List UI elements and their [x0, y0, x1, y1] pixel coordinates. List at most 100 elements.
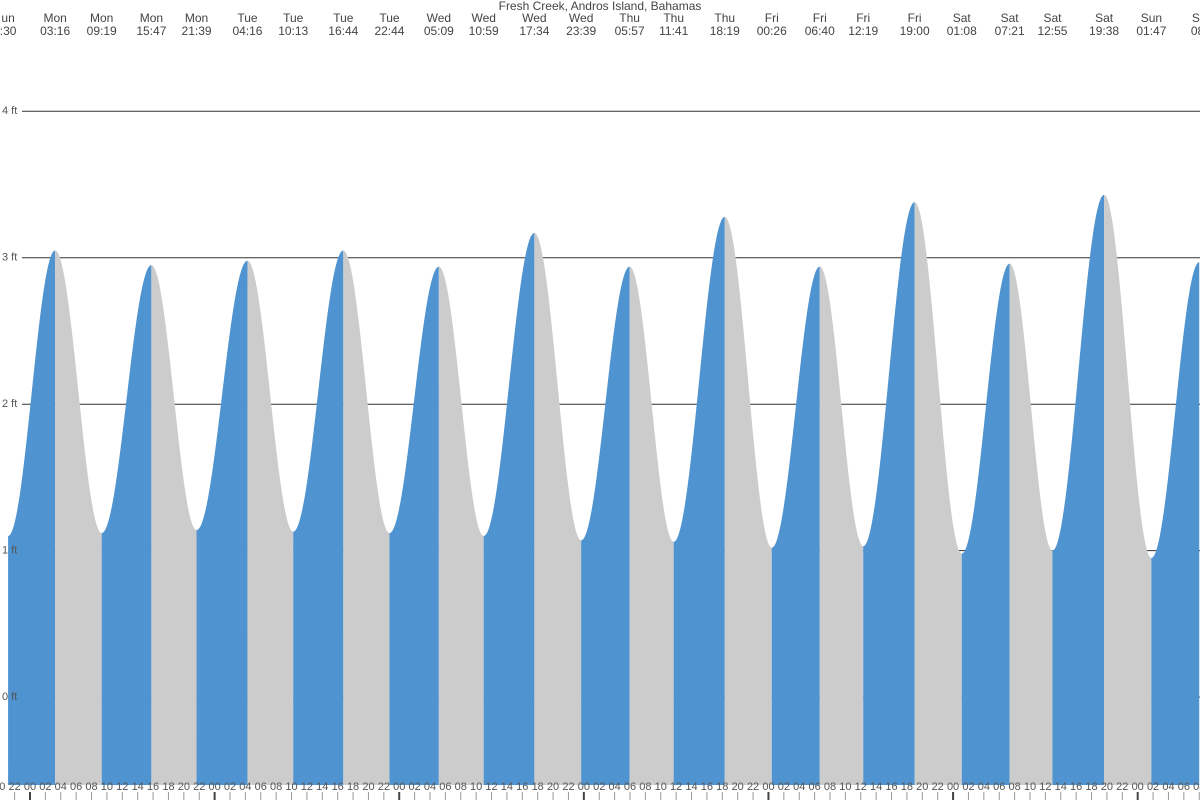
x-tick-label: 04	[608, 781, 620, 793]
x-tick-label: 10	[470, 781, 482, 793]
extreme-day: Tue	[333, 11, 354, 25]
extreme-time: 18:19	[710, 24, 740, 38]
x-tick-label: 22	[8, 781, 20, 793]
extreme-day: Sat	[1001, 11, 1020, 25]
x-tick-label: 02	[593, 781, 605, 793]
extreme-time: 01:08	[947, 24, 977, 38]
x-tick-label: 20	[732, 781, 744, 793]
extreme-time: 16:44	[328, 24, 358, 38]
x-tick-label: 20	[0, 781, 5, 793]
x-tick-label: 22	[932, 781, 944, 793]
extreme-day: Tue	[283, 11, 304, 25]
extreme-day: Fri	[908, 11, 922, 25]
x-tick-label: 12	[485, 781, 497, 793]
extreme-day: Mon	[90, 11, 113, 25]
x-tick-label: 14	[132, 781, 144, 793]
extreme-day: Wed	[427, 11, 451, 25]
tide-segment	[863, 202, 915, 786]
extreme-time: 07:21	[995, 24, 1025, 38]
x-tick-label: 06	[439, 781, 451, 793]
tide-segment	[8, 250, 56, 785]
tide-segment	[389, 266, 439, 785]
x-tick-label: 20	[916, 781, 928, 793]
x-tick-label: 18	[532, 781, 544, 793]
extreme-day: Tue	[379, 11, 400, 25]
x-tick-label: 00	[1132, 781, 1144, 793]
x-tick-label: 00	[24, 781, 36, 793]
x-tick-label: 04	[424, 781, 436, 793]
x-tick-label: 08	[1008, 781, 1020, 793]
x-tick-label: 04	[55, 781, 67, 793]
x-tick-label: 10	[655, 781, 667, 793]
labels: 0 ft1 ft2 ft3 ft4 ftun:30Mon03:16Mon09:1…	[0, 11, 1200, 800]
extreme-time: 15:47	[136, 24, 166, 38]
x-tick-label: 00	[393, 781, 405, 793]
tide-segment	[343, 250, 390, 785]
x-tick-label: 02	[962, 781, 974, 793]
x-tick-label: 12	[670, 781, 682, 793]
chart-title: Fresh Creek, Andros Island, Bahamas	[499, 0, 702, 13]
tide-segment	[293, 250, 344, 785]
extreme-day: Mon	[185, 11, 208, 25]
tide-segment	[1052, 194, 1105, 786]
x-tick-label: 00	[578, 781, 590, 793]
x-tick-label: 22	[562, 781, 574, 793]
x-tick-label: 12	[855, 781, 867, 793]
x-tick-label: 14	[1055, 781, 1067, 793]
x-tick-label: 10	[101, 781, 113, 793]
extreme-time: 21:39	[182, 24, 212, 38]
extreme-time: 03:16	[40, 24, 70, 38]
x-tick-label: 16	[701, 781, 713, 793]
x-tick-label: 02	[224, 781, 236, 793]
y-tick-label: 2 ft	[2, 398, 17, 410]
x-tick-label: 16	[1070, 781, 1082, 793]
x-tick-label: 08	[270, 781, 282, 793]
extreme-time: :30	[0, 24, 17, 38]
x-tick-label: 00	[947, 781, 959, 793]
x-tick-label: 18	[1085, 781, 1097, 793]
extreme-time: 12:55	[1037, 24, 1067, 38]
tide-segment	[1151, 262, 1200, 785]
x-tick-label: 10	[839, 781, 851, 793]
extreme-time: 08:	[1191, 24, 1200, 38]
x-tick-label: 18	[347, 781, 359, 793]
extreme-day: Wed	[522, 11, 546, 25]
extreme-day: Mon	[140, 11, 163, 25]
x-tick-label: 12	[116, 781, 128, 793]
x-tick-label: 02	[39, 781, 51, 793]
extreme-time: 11:41	[659, 24, 688, 38]
tide-segment	[247, 260, 294, 785]
extreme-day: Wed	[471, 11, 495, 25]
x-tick-label: 08	[824, 781, 836, 793]
x-tick-label: 18	[716, 781, 728, 793]
x-tick-label: 14	[316, 781, 328, 793]
x-tick-label: 16	[332, 781, 344, 793]
x-tick-label: 20	[1101, 781, 1113, 793]
x-tick-label: 20	[178, 781, 190, 793]
x-tick-label: 04	[978, 781, 990, 793]
extreme-time: 10:13	[278, 24, 308, 38]
x-tick-label: 22	[193, 781, 205, 793]
y-tick-label: 1 ft	[2, 545, 17, 557]
extreme-day: Thu	[663, 11, 684, 25]
x-tick-label: 08	[455, 781, 467, 793]
tide-segment	[1104, 194, 1152, 786]
extreme-day: Su	[1192, 11, 1200, 25]
extreme-time: 23:39	[566, 24, 596, 38]
x-tick-label: 14	[870, 781, 882, 793]
extreme-time: 10:59	[469, 24, 499, 38]
x-tick-label: 06	[808, 781, 820, 793]
x-tick-label: 08	[639, 781, 651, 793]
extreme-time: 22:44	[374, 24, 404, 38]
x-tick-label: 06	[993, 781, 1005, 793]
tide-segment	[1009, 263, 1053, 785]
extreme-time: 19:38	[1089, 24, 1119, 38]
extreme-day: Thu	[714, 11, 735, 25]
extreme-time: 12:19	[848, 24, 878, 38]
y-tick-label: 4 ft	[2, 105, 17, 117]
x-tick-label: 16	[885, 781, 897, 793]
extreme-day: Sat	[1095, 11, 1114, 25]
extreme-day: Fri	[856, 11, 870, 25]
